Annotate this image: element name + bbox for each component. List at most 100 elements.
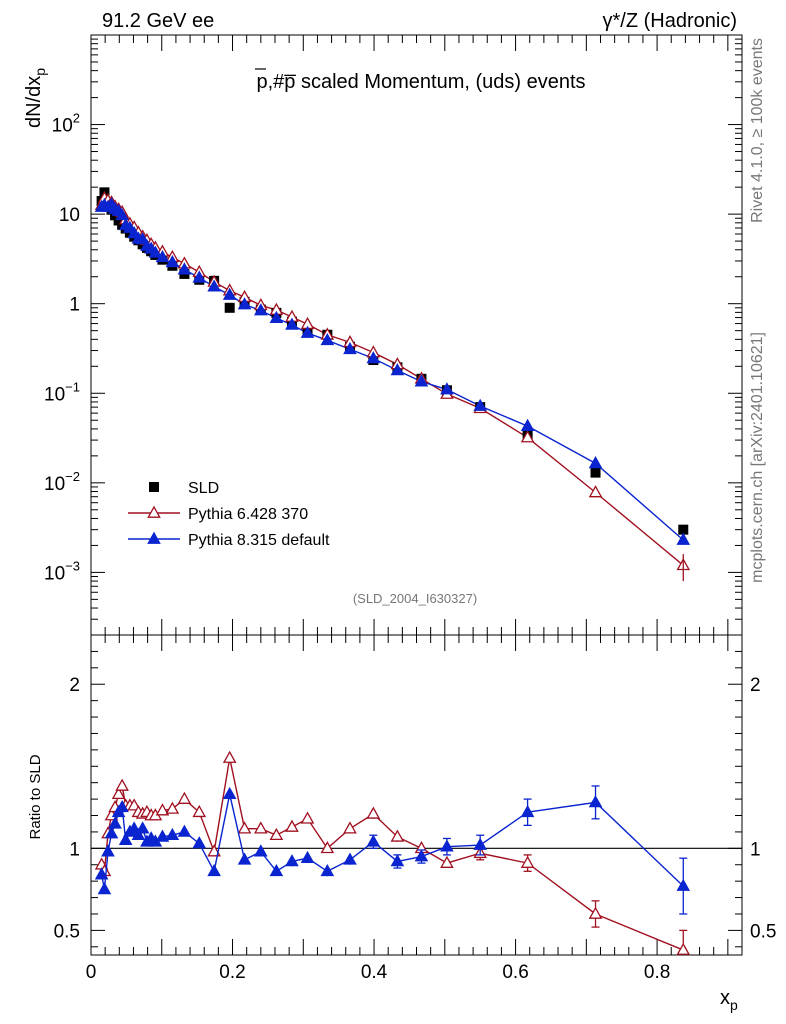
main-panel: 10−3 10−2 10−1 1 10 102 p,#p̅ scaled Momentum… (23, 34, 743, 636)
data-point (115, 207, 129, 221)
ratio-y-tick-label: 0.5 (54, 921, 80, 942)
mcplots-label: mcplots.cern.ch [arXiv:2401.10621] (749, 332, 766, 583)
data-point (676, 532, 691, 545)
header-right-label: γ*/Z (Hadronic) (603, 10, 737, 32)
data-point (473, 398, 487, 411)
series-points (94, 191, 691, 571)
ratio-data-point (131, 827, 146, 841)
y-tick-label: 102 (52, 111, 80, 137)
ratio-data-point (390, 854, 405, 867)
ratio-data-point (165, 801, 180, 814)
data-point (155, 249, 170, 263)
legend-label: Pythia 8.315 default (188, 532, 330, 549)
data-point (520, 430, 535, 443)
ratio-series-points (94, 750, 691, 955)
data-point (390, 363, 405, 376)
ratio-data-point (320, 863, 335, 877)
legend-marker (147, 531, 161, 544)
y-tick-label: 10 (59, 205, 80, 226)
ratio-data-point (366, 834, 381, 847)
series-points (96, 187, 689, 535)
main-plot-area (94, 187, 691, 582)
legend-label: Pythia 6.428 370 (188, 506, 308, 523)
data-point (300, 325, 315, 338)
ratio-data-point (127, 798, 141, 811)
ratio-data-point (127, 821, 141, 834)
ratio-data-point (165, 827, 180, 841)
data-point (237, 297, 252, 310)
main-annotation: (SLD_2004_I630327) (353, 591, 477, 606)
legend-marker (149, 482, 159, 492)
ratio-data-point (207, 844, 221, 857)
ratio-y-tick-label: 2 (69, 675, 80, 696)
ratio-data-point (115, 778, 129, 791)
ratio-data-point (108, 816, 122, 829)
data-point (222, 287, 237, 300)
ratio-data-point (320, 841, 335, 854)
data-point (590, 467, 601, 478)
data-point (440, 382, 454, 395)
legend-item: Pythia 8.315 default (128, 531, 330, 549)
data-point (177, 262, 192, 275)
y-axis-label: dN/dxp (23, 68, 48, 128)
x-axis-label: xp (720, 987, 738, 1013)
ratio-series-points (94, 785, 691, 915)
ratio-data-point (588, 795, 603, 808)
ratio-data-point (440, 839, 454, 852)
data-point (165, 254, 180, 268)
data-point (224, 302, 235, 313)
ratio-data-point (343, 852, 357, 865)
data-point (254, 303, 268, 316)
y-tick-label: 1 (69, 295, 80, 316)
main-title: p,#p̅ scaled Momentum, (uds) events (256, 71, 585, 93)
ratio-data-point (177, 824, 192, 837)
legend-item: SLD (149, 480, 219, 497)
ratio-data-point (94, 867, 109, 880)
legend: SLD Pythia 6.428 370 Pythia 8.315 default (128, 480, 330, 549)
ratio-data-point (366, 806, 381, 819)
ratio-data-point (254, 821, 268, 834)
x-tick-label: 0.8 (644, 962, 670, 983)
ratio-y-tick-label: 1 (69, 839, 80, 860)
ratio-data-point (473, 837, 487, 850)
ratio-data-point (414, 849, 429, 862)
ratio-data-point (155, 803, 170, 816)
legend-marker (147, 505, 161, 518)
ratio-y-tick-label-right: 2 (750, 675, 761, 696)
ratio-data-point (254, 844, 268, 857)
svg-text:xp: xp (720, 987, 738, 1013)
ratio-ticks: 0 0.2 0.4 0.6 0.8 0.5 0.5 1 1 2 2 (54, 635, 776, 983)
legend-item: Pythia 6.428 370 (128, 505, 308, 523)
main-x-ticks (90, 35, 743, 635)
ratio-y-axis-label: Ratio to SLD (27, 754, 44, 839)
ratio-data-point (192, 836, 207, 849)
ratio-data-point (300, 811, 315, 824)
ratio-data-point (155, 829, 170, 842)
y-tick-label: 10−3 (44, 558, 80, 584)
ratio-data-point (520, 804, 535, 818)
data-point (192, 270, 207, 283)
ratio-data-point (118, 832, 133, 845)
ratio-data-point (111, 786, 126, 800)
ratio-data-point (343, 821, 357, 834)
ratio-data-point (676, 942, 691, 955)
ratio-data-point (135, 821, 150, 834)
y-tick-label: 10−2 (44, 469, 80, 495)
main-y-ticks: 10−3 10−2 10−1 1 10 102 (44, 34, 742, 636)
header-left-label: 91.2 GeV ee (102, 10, 214, 32)
rivet-label: Rivet 4.1.0, ≥ 100k events (749, 38, 766, 223)
data-point (588, 485, 603, 498)
data-point (588, 456, 603, 469)
ratio-data-point (177, 791, 192, 804)
ratio-data-point (237, 852, 252, 865)
ratio-plot-frame (90, 634, 743, 956)
ratio-data-point (97, 882, 112, 895)
ratio-data-point (104, 826, 119, 839)
ratio-data-point (300, 850, 315, 864)
ratio-data-point (269, 863, 284, 877)
data-point (285, 317, 299, 330)
data-point (148, 245, 163, 258)
ratio-data-point (390, 829, 405, 842)
ratio-data-point (115, 799, 129, 813)
